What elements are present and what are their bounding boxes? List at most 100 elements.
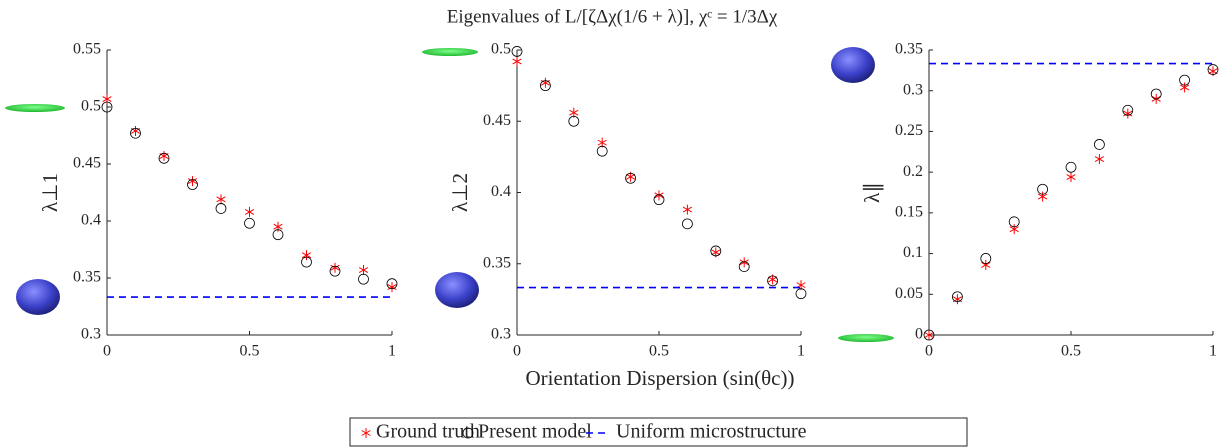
figure-title: Eigenvalues of L/[ζΔχ(1/6 + λ)], χᶜ = 1/…	[447, 6, 778, 27]
data-point	[923, 329, 935, 341]
data-point	[330, 262, 340, 273]
data-point	[244, 217, 255, 229]
data-point	[980, 253, 992, 264]
data-point	[244, 206, 255, 217]
data-point	[386, 278, 398, 290]
data-point	[682, 218, 693, 230]
data-point	[216, 194, 226, 205]
data-point	[187, 179, 198, 190]
x-tick-label: 1	[1209, 343, 1217, 360]
data-point	[1008, 216, 1020, 228]
data-point	[654, 190, 664, 201]
y-tick-label: 0.35	[73, 269, 101, 286]
data-point	[1180, 82, 1190, 93]
shape-icon	[5, 104, 65, 112]
data-point	[1207, 64, 1219, 75]
y-tick-label: 0.3	[491, 326, 511, 343]
y-tick-label: 0.05	[895, 285, 923, 302]
marker-stroke	[1123, 110, 1133, 117]
marker-stroke	[102, 96, 112, 102]
y-tick-label: 0.35	[895, 41, 923, 58]
marker-stroke	[711, 249, 721, 256]
y-axis-label: λ⊥2	[448, 173, 472, 212]
data-point	[159, 151, 169, 162]
data-point	[1179, 74, 1190, 86]
data-point	[1094, 139, 1105, 150]
shape-icon	[838, 334, 894, 342]
marker-stroke	[981, 262, 991, 268]
marker-stroke	[924, 332, 934, 338]
marker-stroke	[1038, 193, 1048, 200]
marker-stroke	[1009, 226, 1019, 233]
data-point	[301, 250, 312, 261]
data-point	[924, 330, 934, 340]
legend-label: Ground truth	[376, 421, 480, 443]
data-point	[738, 261, 750, 273]
x-tick-label: 1	[388, 343, 396, 360]
data-point	[387, 282, 397, 293]
data-point	[272, 229, 284, 241]
marker-stroke	[1066, 174, 1076, 180]
y-tick-label: 0.55	[73, 41, 101, 58]
data-point	[215, 203, 227, 214]
shape-icon	[831, 47, 875, 83]
y-tick-label: 0.5	[491, 41, 511, 58]
data-point	[329, 265, 341, 277]
data-point	[767, 275, 778, 287]
y-tick-label: 0.4	[81, 212, 101, 229]
y-tick-label: 0.35	[483, 254, 511, 271]
data-point	[1122, 104, 1134, 116]
data-point	[158, 152, 170, 164]
data-point	[273, 221, 283, 232]
y-tick-label: 0	[915, 326, 923, 343]
marker-stroke	[512, 58, 522, 65]
y-tick-label: 0.5	[81, 98, 101, 115]
marker-stroke	[626, 173, 636, 180]
marker-stroke	[244, 208, 255, 215]
y-axis-label: λ⊥1	[38, 173, 62, 212]
data-point	[512, 56, 522, 67]
shape-icon	[16, 279, 60, 315]
data-point	[625, 172, 636, 184]
data-point	[682, 204, 692, 215]
data-point	[653, 194, 665, 206]
y-axis-label: λ∥	[860, 182, 884, 203]
data-point	[358, 265, 369, 276]
data-point	[358, 273, 369, 285]
marker-stroke	[358, 267, 369, 273]
x-tick-label: 0.5	[1061, 343, 1081, 360]
x-tick-label: 0	[103, 343, 111, 360]
legend-marker	[361, 428, 371, 438]
x-axis-label: Orientation Dispersion (sin(θc))	[526, 366, 795, 390]
data-point	[568, 115, 580, 127]
y-tick-label: 0.3	[903, 81, 923, 98]
legend	[349, 417, 968, 447]
data-point	[710, 245, 722, 257]
legend-label: Uniform microstructure	[616, 421, 807, 443]
y-tick-label: 0.15	[895, 204, 923, 221]
marker-stroke	[1208, 68, 1218, 75]
marker-stroke	[1094, 156, 1104, 163]
x-tick-label: 0.5	[240, 343, 260, 360]
y-tick-label: 0.45	[73, 155, 101, 172]
data-point	[952, 291, 963, 303]
data-point	[130, 125, 141, 136]
data-point	[981, 259, 991, 270]
marker-stroke	[597, 139, 607, 146]
x-tick-label: 0.5	[649, 343, 669, 360]
y-tick-label: 0.3	[81, 326, 101, 343]
y-tick-label: 0.2	[903, 163, 923, 180]
marker-stroke	[739, 259, 749, 266]
data-point	[1066, 172, 1076, 183]
marker-stroke	[301, 252, 312, 259]
shape-icon	[422, 48, 478, 56]
y-tick-label: 0.25	[895, 122, 923, 139]
marker-stroke	[569, 109, 579, 116]
marker-stroke	[330, 264, 340, 271]
data-point	[1009, 224, 1019, 235]
marker-stroke	[682, 206, 692, 213]
y-tick-label: 0.45	[483, 112, 511, 129]
data-point	[511, 46, 523, 57]
legend-marker	[462, 427, 474, 439]
